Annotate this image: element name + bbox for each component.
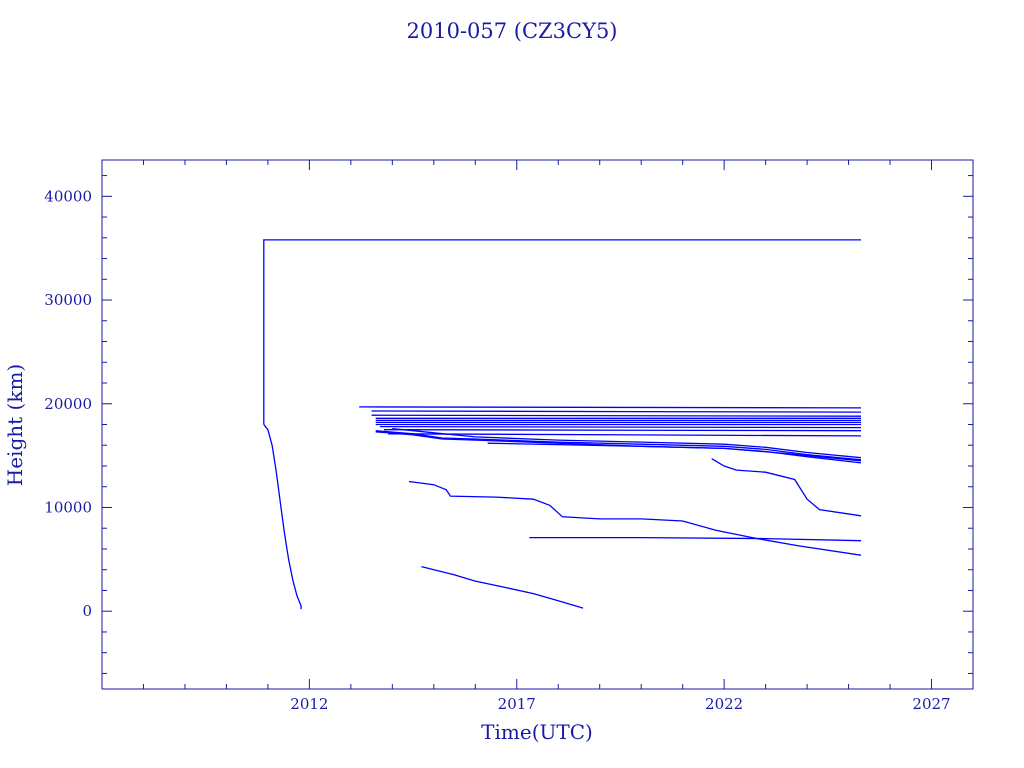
series-line	[359, 406, 862, 409]
major-ticks	[102, 160, 973, 689]
series-line	[392, 427, 862, 459]
series-line	[379, 425, 862, 429]
y-tick-label: 20000	[44, 395, 92, 413]
series-line	[408, 480, 862, 556]
series-line	[421, 565, 584, 609]
chart-title: 2010-057 (CZ3CY5)	[407, 19, 618, 43]
y-tick-label: 0	[82, 602, 92, 620]
minor-ticks	[101, 160, 974, 689]
x-tick-label: 2017	[498, 695, 536, 713]
series-line	[371, 410, 862, 413]
x-tick-label: 2027	[912, 695, 950, 713]
y-axis-label: Height (km)	[3, 364, 27, 486]
y-tick-labels: 0 10000 20000 30000 40000	[44, 187, 92, 620]
y-tick-label: 40000	[44, 187, 92, 205]
series-line	[529, 536, 862, 542]
series-line	[375, 431, 862, 464]
series-line	[263, 424, 302, 610]
series-line	[383, 429, 862, 432]
series-line	[375, 430, 862, 461]
series-line	[371, 414, 862, 417]
y-tick-label: 10000	[44, 498, 92, 516]
x-tick-label: 2012	[290, 695, 328, 713]
x-tick-labels: 2012 2017 2022 2027	[290, 695, 950, 713]
series-line	[263, 239, 861, 425]
y-tick-label: 30000	[44, 291, 92, 309]
series-line	[711, 458, 862, 517]
x-tick-label: 2022	[705, 695, 743, 713]
series-line	[487, 442, 862, 462]
series-line	[388, 433, 862, 437]
series-layer	[263, 239, 862, 610]
x-axis-label: Time(UTC)	[481, 720, 593, 744]
